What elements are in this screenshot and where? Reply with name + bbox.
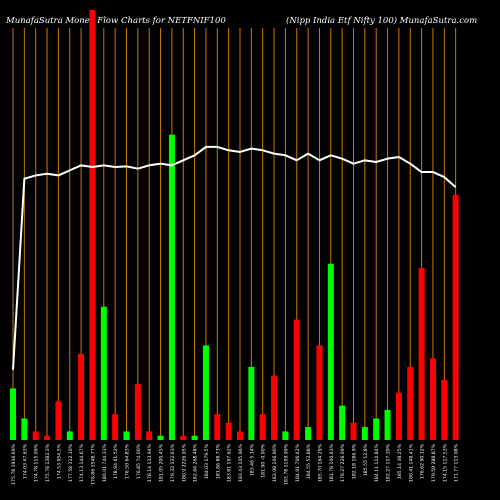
x-tick-label: 179.59 288.87% [431, 443, 437, 482]
money-flow-bar [373, 418, 380, 440]
x-tick-label: 183.43 105.96% [238, 443, 244, 482]
x-tick-label: 181.86 88.73% [215, 443, 221, 479]
money-flow-bar [361, 427, 368, 440]
money-flow-bar [429, 358, 436, 440]
money-flow-bar [168, 134, 175, 440]
chart-header: MunafaSutra Money Flow Charts for NETFNI… [0, 0, 500, 28]
money-flow-bar [66, 431, 73, 440]
x-tick-label: 181.78 100.63% [329, 443, 335, 482]
x-tick-label: 182.08 106.90% [272, 443, 278, 482]
x-tick-label: 178.14 133.94% [147, 443, 153, 482]
money-flow-bar [100, 306, 107, 440]
x-tick-label: 185.14 38.25% [397, 443, 403, 479]
money-flow-bar [407, 366, 414, 440]
money-flow-bar [350, 422, 357, 440]
money-flow-bar [180, 435, 187, 440]
money-flow-bar [55, 401, 62, 440]
x-tick-label: 174.15 117.53% [442, 443, 448, 482]
x-tick-label: 183.78 1109.99% [283, 443, 289, 485]
x-tick-label: 185.70 164.29% [317, 443, 323, 482]
x-tick-label: 184.03 179.5% [204, 443, 210, 479]
x-tick-label: 177.58 312.10% [68, 443, 74, 482]
money-flow-bar [89, 10, 96, 440]
money-flow-bar [146, 431, 153, 440]
money-flow-bar [123, 431, 130, 440]
x-tick-label: 182.64 268.48% [193, 443, 199, 482]
x-tick-label: 180.01 744.33% [102, 443, 108, 482]
money-flow-bar [282, 431, 289, 440]
price-line [12, 145, 457, 370]
money-flow-bar [214, 414, 221, 440]
x-tick-label: 182.18 186.9% [352, 443, 358, 479]
money-flow-bar [327, 263, 334, 440]
x-tick-label: 174.13 144.67% [79, 443, 85, 482]
money-flow-bar [293, 319, 300, 440]
x-tick-label: 175.78 1936.69% [11, 443, 17, 485]
x-tick-label: 184.55 52.88% [306, 443, 312, 479]
money-flow-bar [78, 354, 85, 440]
money-flow-bar [305, 427, 312, 440]
money-flow-bar [418, 268, 425, 440]
x-tick-label: 181.05 200.45% [159, 443, 165, 482]
money-flow-bar [191, 435, 198, 440]
money-flow-bar [237, 431, 243, 440]
money-flow-bar [225, 422, 232, 440]
x-tick-label: 171.77 113.08% [454, 443, 460, 482]
x-tick-label: 178.94 61.52% [113, 443, 119, 479]
money-flow-bar [248, 366, 255, 440]
x-tick-label: 174.53 954.5% [56, 443, 62, 479]
money-flow-bar [259, 414, 266, 440]
money-flow-bar [44, 435, 51, 440]
x-tick-label: 174.03 47.63% [22, 443, 28, 479]
money-flow-bar [316, 345, 323, 440]
money-flow-bar [202, 345, 209, 440]
x-tick-label: 184.11 114.84% [374, 443, 380, 482]
x-tick-label: 183.46 5.14% [249, 443, 255, 476]
chart-title: MunafaSutra Money Flow Charts for NETFNI… [6, 16, 226, 26]
x-tick-label: 176.86 3548.77% [90, 443, 96, 485]
money-flow-bar [134, 384, 141, 440]
money-flow-bar [271, 375, 278, 440]
x-tick-label: 176.85 74.00% [136, 443, 142, 479]
money-flow-bar [32, 431, 39, 440]
money-flow-bar [395, 392, 402, 440]
x-tick-label: 174.78 115.09% [34, 443, 40, 482]
money-flow-bar [441, 379, 448, 440]
x-tick-label: 175.78 1382.3% [45, 443, 51, 482]
x-tick-label: 183.81 197.62% [227, 443, 233, 482]
x-tick-label: 181.90 -0.90% [261, 443, 267, 477]
x-tick-label: 180.9 2226.95% [181, 443, 187, 482]
x-tick-label: 180.41 148.41% [408, 443, 414, 482]
x-tick-label: 182.27 117.39% [386, 443, 392, 482]
money-flow-bar [10, 388, 16, 440]
money-flow-bar [112, 414, 119, 440]
x-tick-label: 179.32 132.63% [170, 443, 176, 482]
chart-subtitle: (Nipp India Etf Nifty 100) MunafaSutra.c… [286, 16, 478, 26]
x-tick-label: 184.91 706.42% [295, 443, 301, 482]
x-tick-label: 176.62 90.12% [420, 443, 426, 479]
money-flow-bar [157, 435, 164, 440]
x-tick-label: 185.55 12.8% [363, 443, 369, 476]
money-flow-bar [21, 418, 28, 440]
money-flow-bar [339, 405, 346, 440]
money-flow-bar [452, 194, 459, 440]
money-flow-bar [384, 409, 391, 440]
x-tick-label: 179.27 226.09% [340, 443, 346, 482]
x-tick-label: 176.50 64.83% [125, 443, 131, 479]
